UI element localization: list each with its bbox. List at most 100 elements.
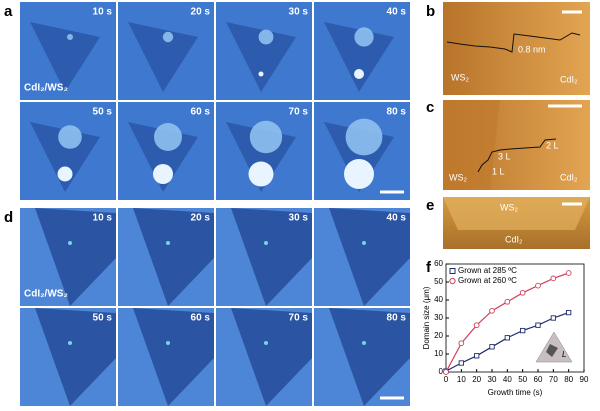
marker xyxy=(519,289,526,296)
marker xyxy=(458,360,464,366)
annotation: WS₂ xyxy=(449,172,467,182)
time-label: 40 s xyxy=(387,7,407,18)
domain xyxy=(68,241,72,245)
legend-label: Grown at 260 ºC xyxy=(458,276,517,285)
inset-label: L xyxy=(562,350,566,359)
marker xyxy=(566,309,572,316)
y-tick-label: 40 xyxy=(434,295,443,304)
domain xyxy=(57,166,73,182)
y-tick-label: 50 xyxy=(434,277,443,286)
x-tick-label: 90 xyxy=(580,375,589,384)
domain xyxy=(162,31,174,43)
marker xyxy=(443,369,449,375)
legend-marker xyxy=(449,277,456,285)
marker xyxy=(458,340,465,347)
flake xyxy=(133,208,214,306)
time-label: 60 s xyxy=(191,313,211,324)
afm-region xyxy=(443,197,590,230)
time-label: 70 s xyxy=(289,313,309,324)
legend-label: Grown at 285 ºC xyxy=(458,266,517,275)
panel-label: d xyxy=(4,209,13,226)
annotation: CdI₂ xyxy=(560,172,578,182)
x-tick-label: 60 xyxy=(534,375,543,384)
x-tick-label: 40 xyxy=(503,375,512,384)
panel-label: a xyxy=(4,3,13,20)
x-tick-label: 10 xyxy=(457,375,466,384)
time-label: 50 s xyxy=(93,107,113,118)
time-label: 10 s xyxy=(93,213,113,224)
flake xyxy=(30,122,100,192)
marker xyxy=(550,315,556,321)
domain xyxy=(344,159,374,189)
time-label: 20 s xyxy=(191,7,211,18)
domain xyxy=(248,161,274,187)
domain xyxy=(258,71,264,77)
panel-label: f xyxy=(426,259,432,276)
y-tick-label: 30 xyxy=(434,313,443,322)
height-profile xyxy=(446,32,581,53)
marker xyxy=(535,282,541,289)
domain xyxy=(354,27,374,47)
flake xyxy=(35,208,116,306)
marker xyxy=(550,275,557,282)
flake xyxy=(226,22,296,92)
x-tick-label: 50 xyxy=(518,375,527,384)
domain xyxy=(362,241,366,245)
domain xyxy=(362,341,366,345)
marker xyxy=(535,322,541,328)
y-tick-label: 0 xyxy=(439,367,444,376)
domain xyxy=(354,69,364,79)
panel-label: e xyxy=(426,197,434,214)
time-label: 80 s xyxy=(387,313,407,324)
annotation: 3 L xyxy=(498,151,511,161)
x-tick-label: 70 xyxy=(549,375,558,384)
sample-label: CdI₂/WS₂ xyxy=(24,83,68,94)
flake xyxy=(133,308,214,406)
panel-label: b xyxy=(426,3,435,20)
time-label: 80 s xyxy=(387,107,407,118)
flake xyxy=(231,208,312,306)
time-label: 10 s xyxy=(93,7,113,18)
annotation: 2 L xyxy=(546,140,559,150)
marker xyxy=(520,327,526,334)
time-label: 40 s xyxy=(387,213,407,224)
annotation: 0.8 nm xyxy=(518,44,546,54)
y-tick-label: 10 xyxy=(434,349,443,358)
time-label: 30 s xyxy=(289,213,309,224)
y-axis-label: Domain size (μm) xyxy=(422,286,431,349)
domain xyxy=(258,29,274,45)
y-tick-label: 60 xyxy=(434,259,443,268)
domain xyxy=(345,118,383,156)
domain xyxy=(58,125,82,149)
domain xyxy=(249,120,283,154)
afm-image xyxy=(443,2,590,95)
x-tick-label: 0 xyxy=(444,375,449,384)
domain xyxy=(264,341,268,345)
marker xyxy=(489,344,495,350)
time-label: 50 s xyxy=(93,313,113,324)
marker xyxy=(504,298,511,305)
domain xyxy=(153,164,173,184)
inset-domain xyxy=(546,344,558,357)
x-tick-label: 20 xyxy=(472,375,481,384)
panel-label: c xyxy=(426,99,434,116)
domain xyxy=(264,241,268,245)
marker xyxy=(474,353,480,359)
legend-marker xyxy=(449,268,456,274)
x-axis-label: Growth time (s) xyxy=(488,388,543,397)
annotation: 1 L xyxy=(492,166,505,176)
marker xyxy=(565,270,572,276)
x-tick-label: 80 xyxy=(564,375,573,384)
marker xyxy=(489,307,495,314)
annotation: CdI₂ xyxy=(560,74,578,84)
height-profile xyxy=(477,138,557,173)
domain xyxy=(67,34,73,40)
flake xyxy=(329,308,410,406)
time-label: 70 s xyxy=(289,107,309,118)
flake xyxy=(324,22,394,92)
time-label: 20 s xyxy=(191,213,211,224)
flake xyxy=(128,22,198,92)
domain xyxy=(166,241,170,245)
domain xyxy=(166,341,170,345)
